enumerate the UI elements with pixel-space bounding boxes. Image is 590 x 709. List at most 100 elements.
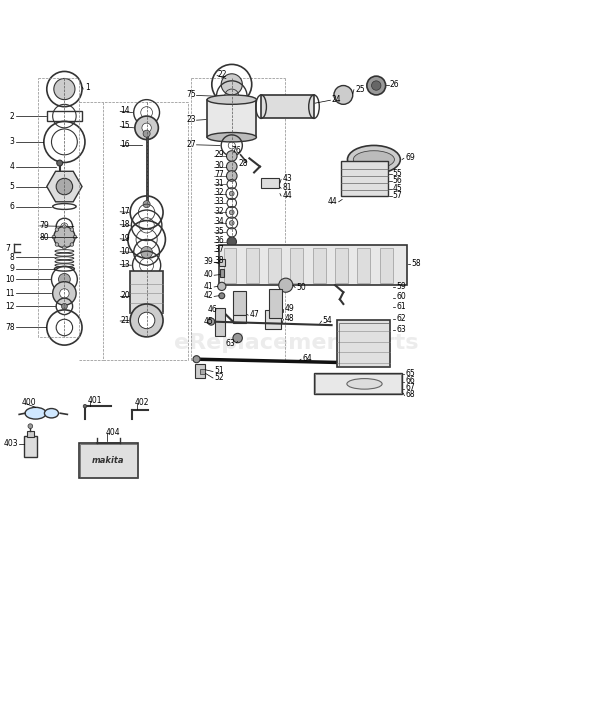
Text: 17: 17 <box>120 207 130 216</box>
Text: 63: 63 <box>396 325 406 335</box>
Circle shape <box>372 81 381 90</box>
Text: 3: 3 <box>9 138 15 147</box>
Circle shape <box>135 116 158 140</box>
Text: 37: 37 <box>214 245 224 255</box>
Text: 59: 59 <box>396 282 406 291</box>
Bar <box>246 247 259 283</box>
Circle shape <box>83 404 87 408</box>
Circle shape <box>219 293 225 298</box>
Text: 65: 65 <box>405 369 415 378</box>
Ellipse shape <box>348 145 400 174</box>
Circle shape <box>58 274 70 285</box>
Text: 68: 68 <box>405 390 415 399</box>
Bar <box>265 310 281 329</box>
Circle shape <box>230 210 234 215</box>
Text: 80: 80 <box>40 233 50 242</box>
Text: 5: 5 <box>9 182 15 191</box>
Bar <box>79 442 138 478</box>
Text: 43: 43 <box>282 174 292 183</box>
Text: 63: 63 <box>225 340 235 348</box>
Ellipse shape <box>207 133 257 142</box>
Bar <box>27 431 34 437</box>
Text: 38: 38 <box>214 256 224 265</box>
Text: 40: 40 <box>203 270 213 279</box>
Bar <box>380 247 393 283</box>
Bar <box>130 271 163 313</box>
Circle shape <box>70 228 74 231</box>
Text: 66: 66 <box>405 376 415 385</box>
Text: 402: 402 <box>135 398 149 407</box>
Text: 19: 19 <box>120 234 130 242</box>
Circle shape <box>227 151 237 161</box>
Text: 47: 47 <box>250 310 259 319</box>
Circle shape <box>139 312 155 329</box>
Ellipse shape <box>44 408 58 418</box>
Text: 58: 58 <box>411 259 421 268</box>
Text: 12: 12 <box>5 302 15 311</box>
Text: 61: 61 <box>396 302 406 311</box>
Text: 41: 41 <box>204 282 213 291</box>
Circle shape <box>60 289 69 298</box>
Bar <box>233 291 246 315</box>
Ellipse shape <box>353 151 395 168</box>
Bar <box>215 308 225 335</box>
Circle shape <box>73 235 77 239</box>
Circle shape <box>61 303 67 309</box>
Bar <box>224 247 237 283</box>
Circle shape <box>208 318 215 325</box>
Circle shape <box>28 424 32 428</box>
Text: 48: 48 <box>284 313 294 323</box>
Text: 52: 52 <box>214 374 224 382</box>
Text: 21: 21 <box>120 316 130 325</box>
Ellipse shape <box>347 379 382 389</box>
Bar <box>24 435 37 457</box>
Text: 78: 78 <box>5 323 15 332</box>
Text: 403: 403 <box>4 440 18 448</box>
Circle shape <box>227 237 237 247</box>
Polygon shape <box>47 172 82 202</box>
Text: 49: 49 <box>284 304 294 313</box>
Bar <box>220 269 224 277</box>
Circle shape <box>230 191 234 196</box>
Circle shape <box>63 246 66 250</box>
Circle shape <box>227 171 237 182</box>
Circle shape <box>143 130 150 138</box>
Text: 67: 67 <box>405 383 415 392</box>
Bar <box>315 374 401 393</box>
Text: 2: 2 <box>9 111 15 121</box>
Circle shape <box>70 242 74 246</box>
Text: 6: 6 <box>9 202 15 211</box>
Text: 26: 26 <box>389 80 399 89</box>
Circle shape <box>142 123 151 133</box>
Text: 15: 15 <box>120 121 130 130</box>
Text: 32: 32 <box>214 188 224 197</box>
Text: 4: 4 <box>9 162 15 171</box>
Text: 44: 44 <box>327 197 337 206</box>
Circle shape <box>55 242 58 246</box>
Text: 16: 16 <box>120 140 130 149</box>
Bar <box>341 161 388 196</box>
Text: 57: 57 <box>393 191 402 200</box>
Bar <box>207 100 257 138</box>
Bar <box>313 247 326 283</box>
Bar <box>233 315 246 323</box>
Text: 56: 56 <box>393 176 402 185</box>
Text: 45: 45 <box>393 184 402 193</box>
Circle shape <box>130 304 163 337</box>
Text: 29: 29 <box>214 150 224 160</box>
Bar <box>358 247 371 283</box>
Text: 36: 36 <box>214 236 224 245</box>
Circle shape <box>141 247 152 258</box>
Text: 20: 20 <box>120 291 130 301</box>
Text: 28: 28 <box>239 159 248 167</box>
Text: 27: 27 <box>187 140 196 149</box>
Bar <box>337 320 391 367</box>
Text: 9: 9 <box>9 264 15 273</box>
Ellipse shape <box>207 95 257 104</box>
Circle shape <box>278 278 293 292</box>
Circle shape <box>334 86 353 104</box>
Circle shape <box>143 201 150 208</box>
Text: 50: 50 <box>296 283 306 292</box>
Text: 45: 45 <box>203 317 213 326</box>
Circle shape <box>56 179 73 195</box>
